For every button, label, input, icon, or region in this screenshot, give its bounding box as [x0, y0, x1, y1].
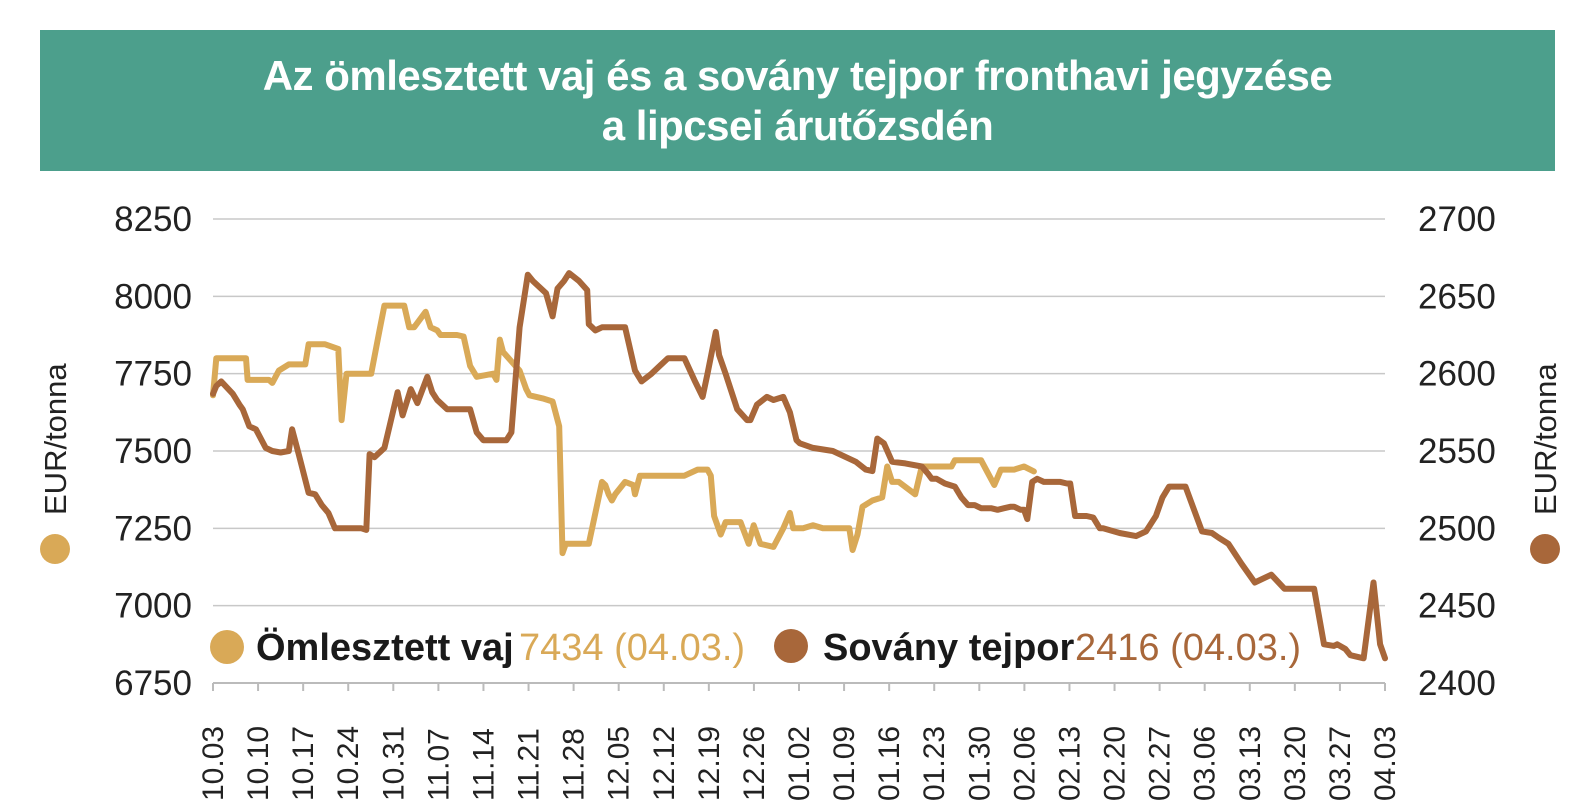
right-tick-label: 2550 [1418, 432, 1496, 471]
left-tick-label: 7000 [114, 587, 192, 626]
left-axis-title: EUR/tonna [38, 363, 73, 564]
x-tick-label: 10.17 [287, 726, 320, 801]
right-tick-label: 2500 [1418, 509, 1496, 548]
x-tick-label: 03.27 [1324, 726, 1357, 801]
x-tick-label: 02.27 [1144, 726, 1177, 801]
x-tick-label: 03.20 [1279, 726, 1312, 801]
x-tick-label: 11.07 [422, 728, 455, 801]
x-tick-label: 01.16 [873, 726, 906, 801]
x-tick-label: 11.21 [513, 728, 546, 801]
chart-title-banner: Az ömlesztett vaj és a sovány tejpor fro… [40, 30, 1555, 171]
legend-marker-butter [210, 630, 244, 664]
x-tick-label: 11.14 [467, 728, 500, 801]
x-tick-label: 10.24 [332, 726, 365, 801]
x-tick-label: 03.13 [1234, 726, 1267, 801]
x-tick-label: 02.13 [1053, 726, 1086, 801]
left-axis-label: EUR/tonna [38, 363, 73, 515]
legend: Ömlesztett vaj 7434 (04.03.) Sovány tejp… [210, 626, 1301, 669]
right-axis-marker-smp [1530, 534, 1560, 564]
right-tick-label: 2600 [1418, 355, 1496, 394]
left-tick-label: 8250 [114, 200, 192, 239]
right-axis-label: EUR/tonna [1528, 363, 1563, 515]
right-tick-label: 2450 [1418, 587, 1496, 626]
right-tick-label: 2400 [1418, 664, 1496, 703]
x-tick-label: 03.06 [1189, 726, 1222, 801]
x-tick-label: 01.09 [828, 726, 861, 801]
left-y-axis: 8250 8000 7750 7500 7250 7000 6750 [114, 200, 192, 703]
x-tick-label: 04.03 [1369, 726, 1402, 801]
chart-title-line-1: Az ömlesztett vaj és a sovány tejpor fro… [262, 51, 1333, 99]
x-tick-label: 10.10 [242, 726, 275, 801]
series-lines [210, 270, 1388, 662]
x-tick-label: 01.30 [963, 726, 996, 801]
x-tick-label: 12.19 [693, 726, 726, 801]
left-tick-label: 6750 [114, 664, 192, 703]
legend-name-smp: Sovány tejpor [823, 627, 1074, 669]
x-axis: 10.03 10.10 10.17 10.24 10.31 11.07 11.14 11.21… [197, 682, 1402, 801]
legend-value-butter: 7434 (04.03.) [519, 627, 745, 669]
right-y-axis: 2700 2650 2600 2550 2500 2450 2400 [1418, 200, 1496, 703]
x-tick-label: 01.02 [783, 726, 816, 801]
legend-value-smp: 2416 (04.03.) [1075, 627, 1301, 669]
left-tick-label: 7750 [114, 355, 192, 394]
x-tick-label: 12.12 [648, 726, 681, 801]
legend-marker-smp [774, 629, 808, 663]
right-tick-label: 2650 [1418, 277, 1496, 316]
right-axis-title: EUR/tonna [1528, 363, 1563, 564]
series-line-smp [210, 270, 1388, 662]
left-axis-marker-butter [40, 534, 70, 564]
x-tick-label: 10.31 [377, 726, 410, 801]
x-tick-label: 02.06 [1008, 726, 1041, 801]
x-tick-label: 12.05 [603, 726, 636, 801]
legend-name-butter: Ömlesztett vaj [256, 626, 514, 669]
right-tick-label: 2700 [1418, 200, 1496, 239]
series-line-butter [210, 302, 1037, 557]
left-tick-label: 7250 [114, 509, 192, 548]
x-tick-label: 01.23 [918, 726, 951, 801]
x-tick-label: 12.26 [738, 726, 771, 801]
x-tick-label: 10.03 [197, 726, 230, 801]
chart-title-line-2: a lipcsei árutőzsdén [601, 101, 994, 149]
left-tick-label: 7500 [114, 432, 192, 471]
left-tick-label: 8000 [114, 277, 192, 316]
gridlines [213, 218, 1385, 607]
x-tick-label: 02.20 [1099, 726, 1132, 801]
x-tick-label: 11.28 [558, 728, 591, 801]
